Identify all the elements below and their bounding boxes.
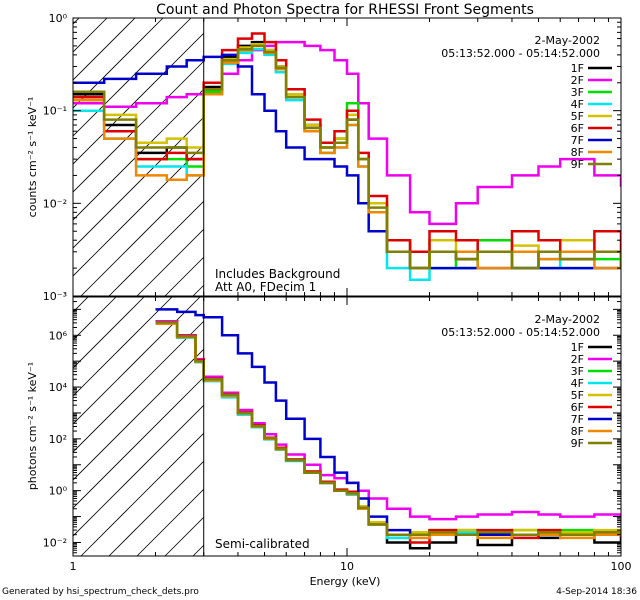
legend-label-2F: 2F — [571, 74, 584, 87]
footer-generator: Generated by hsi_spectrum_check_dets.pro — [2, 587, 199, 597]
x-tick-label: 10 — [340, 560, 354, 573]
bottom-x-ticks: 1 10 100 — [70, 297, 632, 573]
legend-label-3F: 3F — [571, 365, 584, 378]
hatch-line — [73, 18, 192, 137]
legend-label-7F: 7F — [571, 134, 584, 147]
top-x-ticks — [72, 18, 622, 296]
legend-label-3F: 3F — [571, 86, 584, 99]
legend-label-1F: 1F — [571, 341, 584, 354]
top-note-background: Includes Background — [215, 267, 340, 281]
top-time-range: 05:13:52.000 - 05:14:52.000 — [441, 47, 600, 60]
y-tick-label: 10⁰ — [49, 485, 68, 498]
hatch-line — [73, 18, 164, 109]
legend-label-1F: 1F — [571, 62, 584, 75]
hatch-line — [73, 297, 201, 425]
plot-background — [203, 297, 621, 556]
bottom-date: 2-May-2002 — [535, 313, 600, 326]
hatch-line — [73, 297, 145, 369]
legend-label-9F: 9F — [571, 437, 584, 450]
legend-label-4F: 4F — [571, 377, 584, 390]
hatch-line — [73, 297, 173, 397]
top-y-ticks: 10⁻³ 10⁻² 10⁻¹ 10⁰ — [43, 12, 621, 303]
top-note-attenuator: Att A0, FDecim 1 — [215, 280, 316, 294]
footer-date: 4-Sep-2014 18:36 — [556, 587, 637, 597]
plot-background — [203, 18, 621, 296]
top-panel: 10⁻³ 10⁻² 10⁻¹ 10⁰ counts cm⁻² s⁻¹ keV⁻¹ 2-… — [26, 12, 622, 303]
series-line-9F-bot — [155, 321, 621, 536]
bottom-note-semicalibrated: Semi-calibrated — [215, 537, 310, 551]
hatch-line — [73, 18, 248, 193]
series-line-2F-top — [73, 40, 621, 226]
legend-label-7F: 7F — [571, 413, 584, 426]
y-tick-label: 10⁰ — [49, 12, 68, 25]
legend-label-8F: 8F — [571, 146, 584, 159]
bottom-panel: 10⁻² 10⁰ 10² 10⁴ 10⁶ 1 10 100 photons cm⁻² s⁻¹… — [26, 296, 632, 573]
y-tick-label: 10⁶ — [49, 329, 68, 342]
bottom-y-axis-label: photons cm⁻² s⁻¹ keV⁻¹ — [26, 362, 39, 490]
bottom-time-range: 05:13:52.000 - 05:14:52.000 — [441, 326, 600, 339]
y-tick-label: 10² — [49, 433, 67, 446]
bottom-panel-hatch-region — [73, 297, 621, 556]
bottom-y-ticks: 10⁻² 10⁰ 10² 10⁴ 10⁶ — [43, 296, 621, 557]
y-tick-label: 10⁻² — [43, 536, 67, 549]
hatch-line — [73, 297, 229, 453]
y-tick-label: 10⁻² — [43, 197, 67, 210]
top-y-axis-label: counts cm⁻² s⁻¹ keV⁻¹ — [26, 97, 39, 218]
legend-label-2F: 2F — [571, 353, 584, 366]
legend-label-5F: 5F — [571, 110, 584, 123]
legend-label-5F: 5F — [571, 389, 584, 402]
y-tick-label: 10⁻¹ — [43, 105, 67, 118]
legend-label-6F: 6F — [571, 122, 584, 135]
legend-label-6F: 6F — [571, 401, 584, 414]
y-tick-label: 10⁴ — [49, 381, 68, 394]
y-tick-label: 10⁻³ — [43, 290, 67, 303]
hatch-line — [73, 18, 220, 165]
x-tick-label: 1 — [70, 560, 77, 573]
hatch-line — [73, 18, 136, 81]
legend-label-4F: 4F — [571, 98, 584, 111]
x-tick-label: 100 — [611, 560, 632, 573]
legend-label-9F: 9F — [571, 158, 584, 171]
x-axis-label: Energy (keV) — [310, 575, 381, 588]
chart-title: Count and Photon Spectra for RHESSI Fron… — [156, 2, 534, 18]
legend-label-8F: 8F — [571, 425, 584, 438]
top-date: 2-May-2002 — [535, 34, 600, 47]
